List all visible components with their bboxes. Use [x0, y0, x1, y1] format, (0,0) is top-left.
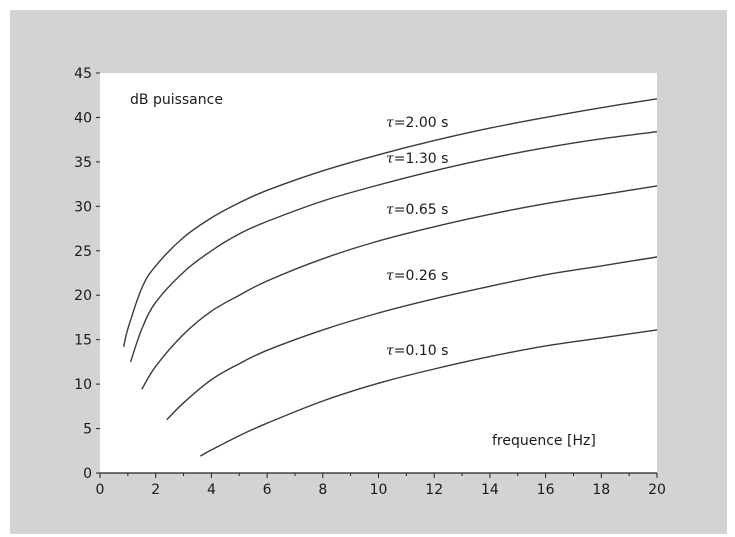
tau-symbol: τ — [386, 343, 394, 359]
x-tick-label: 16 — [537, 482, 555, 498]
x-tick-label: 2 — [151, 482, 160, 498]
x-tick-label: 4 — [207, 482, 216, 498]
x-tick-label: 8 — [318, 482, 327, 498]
plot-area — [100, 73, 657, 473]
series-label-2: τ=0.65 s — [386, 202, 448, 218]
x-tick-label: 12 — [425, 482, 443, 498]
series-label-text: =0.26 s — [394, 268, 449, 284]
x-tick-label: 18 — [592, 482, 610, 498]
x-axis-label: frequence [Hz] — [492, 433, 596, 449]
series-label-text: =0.65 s — [394, 202, 449, 218]
y-tick-label: 25 — [74, 244, 92, 260]
series-label-4: τ=0.10 s — [386, 343, 448, 359]
series-line-0 — [123, 98, 658, 347]
series-label-3: τ=0.26 s — [386, 268, 448, 284]
tau-symbol: τ — [386, 115, 394, 131]
y-tick-label: 40 — [74, 110, 92, 126]
x-tick-label: 6 — [263, 482, 272, 498]
y-tick-label: 30 — [74, 199, 92, 215]
series-line-2 — [141, 185, 658, 390]
y-tick-label: 10 — [74, 377, 92, 393]
y-tick-label: 20 — [74, 288, 92, 304]
series-line-3 — [166, 256, 658, 421]
series-line-1 — [129, 131, 658, 363]
tau-symbol: τ — [386, 202, 394, 218]
y-tick-label: 35 — [74, 155, 92, 171]
y-tick-label: 45 — [74, 66, 92, 82]
curve-labels: τ=2.00 sτ=1.30 sτ=0.65 sτ=0.26 sτ=0.10 s — [386, 115, 448, 359]
series-label-0: τ=2.00 s — [386, 115, 448, 131]
x-tick-label: 0 — [96, 482, 105, 498]
x-tick-label: 14 — [481, 482, 499, 498]
series-line-4 — [199, 329, 658, 457]
chart-frame: 0 2 4 6 8 10 12 14 16 18 20 0 5 10 15 20 25 30 35 40 45 τ=2.… — [10, 10, 727, 534]
curves — [123, 98, 658, 457]
series-label-1: τ=1.30 s — [386, 151, 448, 167]
y-axis-label: dB puissance — [130, 92, 223, 108]
series-label-text: =0.10 s — [394, 343, 449, 359]
tau-symbol: τ — [386, 268, 394, 284]
x-tick-label: 10 — [370, 482, 388, 498]
y-tick-label: 5 — [83, 422, 92, 438]
x-tick-label: 20 — [648, 482, 666, 498]
y-tick-label: 0 — [83, 466, 92, 482]
tau-symbol: τ — [386, 151, 394, 167]
axes: 0 2 4 6 8 10 12 14 16 18 20 0 5 10 15 20 25 30 35 40 45 — [74, 66, 666, 498]
y-tick-label: 15 — [74, 333, 92, 349]
series-label-text: =2.00 s — [394, 115, 449, 131]
series-label-text: =1.30 s — [394, 151, 449, 167]
